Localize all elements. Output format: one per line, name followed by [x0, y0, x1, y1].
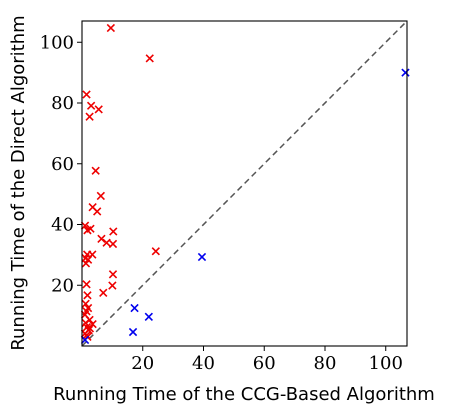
data-point: [106, 23, 116, 33]
data-point: [109, 227, 118, 236]
data-point: [91, 166, 100, 175]
data-point: [82, 90, 91, 99]
data-point: [108, 270, 118, 279]
x-axis-label: Running Time of the CCG-Based Algorithm: [53, 384, 435, 405]
plot-marks: [80, 20, 410, 347]
data-point: [80, 221, 90, 230]
data-point: [86, 101, 96, 110]
data-point: [86, 224, 95, 233]
y-tick-label: 20: [51, 275, 74, 296]
data-point: [93, 207, 102, 216]
data-point: [145, 54, 154, 63]
y-tick-label: 60: [51, 154, 74, 175]
data-point: [82, 280, 91, 289]
data-point: [197, 252, 207, 262]
data-point: [81, 299, 90, 308]
data-point: [130, 303, 139, 313]
data-point: [83, 291, 92, 300]
data-point: [108, 239, 118, 249]
x-tick-label: 100: [369, 353, 403, 374]
data-point: [85, 112, 94, 121]
reference-line: [81, 20, 408, 347]
data-point: [151, 247, 160, 256]
data-point: [401, 68, 410, 77]
x-tick-label: 40: [192, 353, 215, 374]
y-tick-label: 80: [51, 93, 74, 114]
y-tick-label: 100: [40, 32, 74, 53]
data-point: [144, 312, 153, 322]
x-tick-label: 20: [131, 353, 154, 374]
data-point: [102, 238, 111, 247]
data-point: [97, 234, 106, 243]
data-point: [85, 324, 95, 333]
axis-ticks: 20 40 60 80 100 20 40 60 80 100: [40, 32, 403, 374]
data-point: [128, 327, 138, 337]
x-tick-label: 60: [253, 353, 276, 374]
x-tick-label: 80: [314, 353, 337, 374]
data-point: [88, 319, 97, 329]
data-point: [108, 281, 117, 290]
plot-frame: [81, 20, 408, 347]
y-tick-label: 40: [51, 215, 74, 236]
data-point: [99, 288, 108, 298]
data-point: [94, 105, 103, 114]
data-point: [81, 259, 91, 268]
data-point: [80, 335, 90, 345]
y-axis-label: Running Time of the Direct Algorithm: [8, 15, 29, 350]
data-point: [96, 191, 105, 201]
